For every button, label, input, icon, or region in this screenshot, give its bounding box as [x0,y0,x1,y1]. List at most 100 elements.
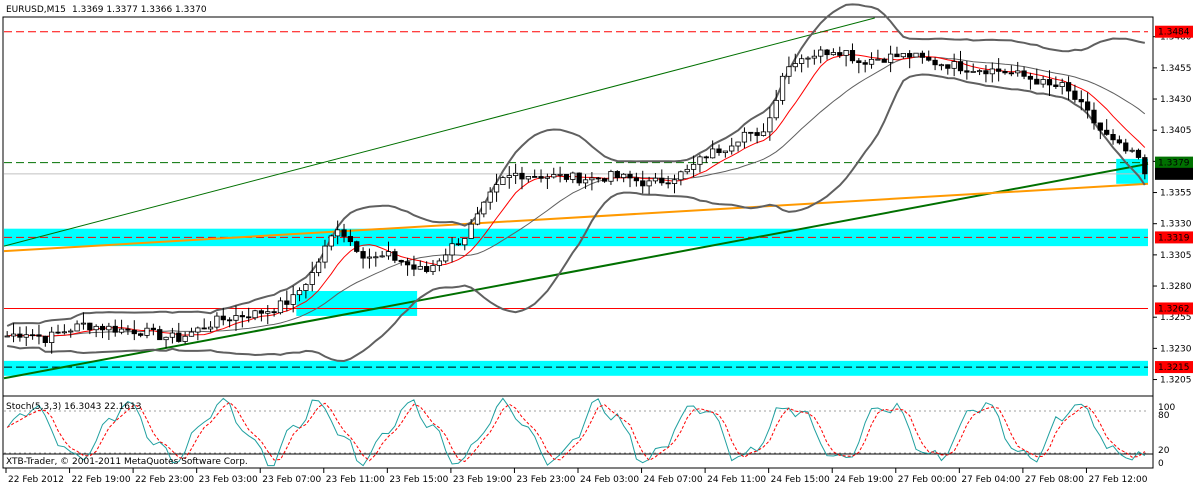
candle [157,325,163,341]
candle [373,251,379,267]
candle-body [811,55,817,59]
candle-body [767,117,773,133]
x-tick-label: 22 Feb 19:00 [72,475,131,485]
candle-body [1015,70,1021,74]
x-tick-label: 27 Feb 12:00 [1088,475,1147,485]
candle-body [748,131,754,134]
candle [875,49,881,61]
candle-body [163,336,169,341]
candle [385,241,392,260]
candle-body [582,179,589,184]
candle [131,320,137,341]
y-tick-label: 1.3280 [1160,282,1192,292]
candle-body [538,176,544,179]
candle [868,52,875,69]
price-pane[interactable]: 1.34801.34551.34301.34051.33801.33551.33… [2,3,1193,455]
candle [258,309,265,322]
candle-body [862,62,868,65]
candle [576,172,582,186]
level-tag-5: 1.3215 [1158,363,1190,373]
candle-body [1116,139,1123,144]
y-tick-label: 1.3205 [1160,376,1192,386]
candle-body [576,172,582,184]
candle-body [798,58,805,64]
y-tick-label: 1.3455 [1160,64,1192,74]
level-tag-1: 1.3379 [1158,159,1190,169]
candle [360,247,366,269]
candle-body [532,176,538,178]
candle [760,123,767,137]
candle [551,167,557,179]
candle-body [544,176,551,179]
candle-body [487,191,493,203]
candle-body [1040,79,1046,85]
candle-body [443,254,449,262]
candle [754,127,760,144]
candle-body [385,251,392,257]
candle-body [735,141,741,147]
candle [455,238,462,246]
candle [106,322,112,340]
candle [246,307,252,323]
candle-body [379,255,385,258]
candle [290,285,296,313]
candle-body [519,172,525,180]
stochastic-pane[interactable]: Stoch(5,3,3) 16.3043 22.1613 100 80 20 0… [2,395,1175,469]
candle [646,176,652,195]
chart-ohlc: 1.3369 1.3377 1.3366 1.3370 [72,5,207,15]
candle-body [144,327,150,336]
x-tick-label: 27 Feb 00:00 [898,475,957,485]
candle [659,169,665,186]
candle-body [563,173,570,180]
candle [703,155,709,163]
candle [837,46,843,59]
candle-body [424,266,430,272]
bollinger-upper [6,3,1146,327]
candle-body [341,229,347,237]
candle-body [710,148,716,159]
highlight-zones [4,158,1148,376]
candle-body [347,236,354,243]
candle [188,327,195,337]
candle-body [42,335,48,343]
candle-body [684,168,690,173]
candle [506,166,512,189]
candle [570,171,576,184]
candle-body [87,322,93,331]
candle [335,220,341,245]
candle-body [449,243,455,256]
candle [284,290,290,312]
y-tick-label: 1.3430 [1160,95,1192,105]
candle-body [608,171,614,182]
candle [773,89,779,121]
candle-body [1142,157,1148,175]
candle-body [945,64,951,69]
candle-body [1135,149,1142,158]
level-tag-2: 1.3370 [1158,170,1190,180]
candle [894,46,900,58]
y-tick-label: 1.3230 [1160,344,1192,354]
x-tick-label: 22 Feb 2012 [8,475,64,485]
candle [1034,68,1040,85]
candle [1078,90,1084,111]
candle-body [957,61,964,72]
candle [532,169,538,178]
candle-body [1084,101,1091,111]
candle [900,53,906,59]
candle-body [1078,99,1084,103]
stoch-k-line [6,397,1146,467]
x-tick-label: 24 Feb 19:00 [834,475,893,485]
candle [798,54,805,73]
candle [354,240,360,254]
candle-body [551,174,557,178]
candle-body [512,172,519,176]
candle-body [462,238,468,246]
candle-body [989,68,995,75]
candle [722,150,728,158]
candle-body [970,71,976,73]
candle-body [118,328,125,333]
candle [621,173,627,183]
y-tick-label: 1.3405 [1160,126,1192,136]
level-tag-4: 1.3262 [1158,304,1190,314]
